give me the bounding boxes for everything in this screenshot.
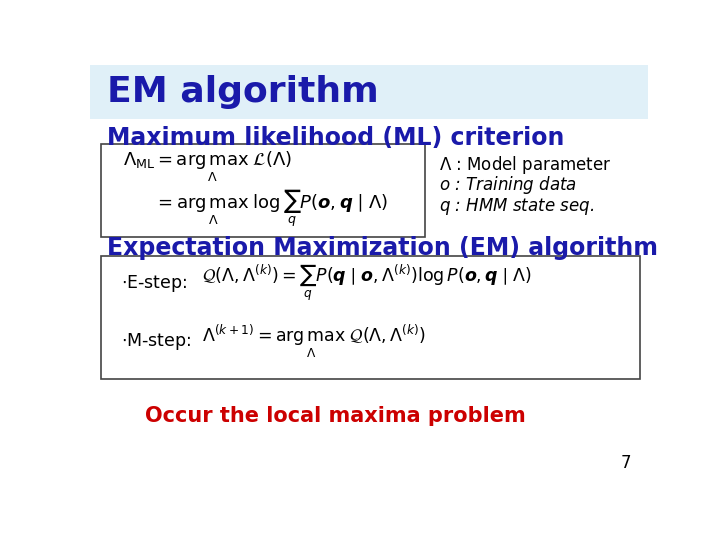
FancyBboxPatch shape xyxy=(101,144,425,238)
FancyBboxPatch shape xyxy=(90,65,648,119)
Text: Occur the local maxima problem: Occur the local maxima problem xyxy=(145,406,526,426)
Text: $\cdot$M-step:: $\cdot$M-step: xyxy=(121,331,191,352)
Text: $\cdot$E-step:: $\cdot$E-step: xyxy=(121,273,186,294)
Text: 7: 7 xyxy=(621,454,631,472)
Text: Expectation Maximization (EM) algorithm: Expectation Maximization (EM) algorithm xyxy=(107,236,658,260)
Text: $o$ : Training data: $o$ : Training data xyxy=(438,174,577,197)
Text: $\Lambda^{(k+1)} = \underset{\Lambda}{\arg\max}\; \mathcal{Q}(\Lambda, \Lambda^{: $\Lambda^{(k+1)} = \underset{\Lambda}{\a… xyxy=(202,322,426,360)
Text: Maximum likelihood (ML) criterion: Maximum likelihood (ML) criterion xyxy=(107,126,564,150)
FancyBboxPatch shape xyxy=(101,256,639,379)
Text: $\Lambda_{\mathrm{ML}} = \underset{\Lambda}{\arg\max}\; \mathcal{L}(\Lambda)$: $\Lambda_{\mathrm{ML}} = \underset{\Lamb… xyxy=(124,150,292,184)
Text: $= \underset{\Lambda}{\arg\max}\; \log \sum_{q} P(\boldsymbol{o}, \boldsymbol{q}: $= \underset{\Lambda}{\arg\max}\; \log \… xyxy=(154,187,388,229)
Text: EM algorithm: EM algorithm xyxy=(107,75,379,109)
Text: $\mathcal{Q}(\Lambda, \Lambda^{(k)}) = \sum_{q} P(\boldsymbol{q} \mid \boldsymbo: $\mathcal{Q}(\Lambda, \Lambda^{(k)}) = \… xyxy=(202,263,531,303)
Text: $q$ : HMM state seq.: $q$ : HMM state seq. xyxy=(438,195,594,217)
Text: $\Lambda$ : Model parameter: $\Lambda$ : Model parameter xyxy=(438,153,611,176)
